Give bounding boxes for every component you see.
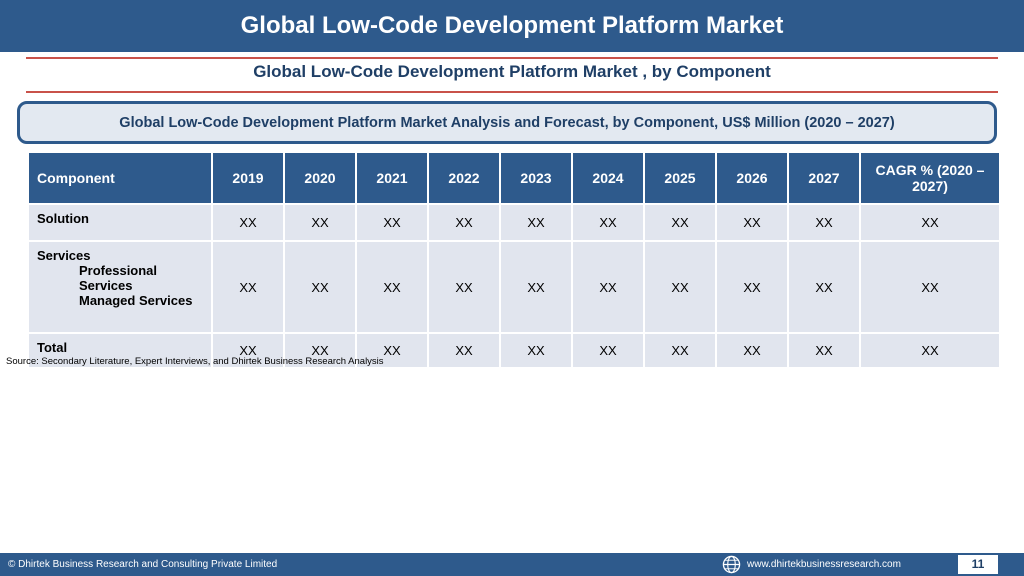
table-cell: XX — [787, 332, 861, 369]
row-label: Solution — [27, 203, 213, 242]
header-year: 2022 — [427, 151, 501, 205]
table-cell: XX — [859, 332, 1001, 369]
table-cell: XX — [571, 203, 645, 242]
table-cell: XX — [355, 332, 429, 369]
table-cell: XX — [571, 240, 645, 334]
table-cell: XX — [499, 240, 573, 334]
header-year: 2023 — [499, 151, 573, 205]
row-sublabel: Managed Services — [79, 293, 193, 308]
header-year: 2019 — [211, 151, 285, 205]
table-cell: XX — [643, 240, 717, 334]
table-cell: XX — [787, 240, 861, 334]
table-row-services: Services Professional Services Managed S… — [27, 240, 1001, 334]
table-cell: XX — [499, 332, 573, 369]
table-cell: XX — [715, 332, 789, 369]
page-number: 11 — [958, 555, 998, 574]
row-label-group: Services Professional Services Managed S… — [27, 240, 213, 334]
header-year: 2025 — [643, 151, 717, 205]
table-cell: XX — [643, 332, 717, 369]
footer-bar: © Dhirtek Business Research and Consulti… — [0, 553, 1024, 576]
table-cell: XX — [859, 203, 1001, 242]
header-bar: Global Low-Code Development Platform Mar… — [0, 0, 1024, 52]
bottom-divider — [26, 91, 998, 93]
table-cell: XX — [211, 240, 285, 334]
table-row-solution: Solution XX XX XX XX XX XX XX XX XX XX — [27, 203, 1001, 242]
table-cell: XX — [211, 332, 285, 369]
table-cell: XX — [499, 203, 573, 242]
table-header-row: Component 2019 2020 2021 2022 2023 2024 … — [27, 151, 1001, 205]
header-year: 2026 — [715, 151, 789, 205]
source-note: Source: Secondary Literature, Expert Int… — [6, 356, 384, 367]
table-cell: XX — [643, 203, 717, 242]
table-cell: XX — [571, 332, 645, 369]
table-cell: XX — [715, 203, 789, 242]
table-cell: XX — [427, 203, 501, 242]
table-caption-banner: Global Low-Code Development Platform Mar… — [17, 101, 997, 144]
header-year: 2021 — [355, 151, 429, 205]
header-year: 2027 — [787, 151, 861, 205]
header-component: Component — [27, 151, 213, 205]
forecast-table: Component 2019 2020 2021 2022 2023 2024 … — [27, 151, 1001, 369]
section-subtitle: Global Low-Code Development Platform Mar… — [253, 62, 771, 81]
table-cell: XX — [283, 332, 357, 369]
header-cagr: CAGR % (2020 – 2027) — [859, 151, 1001, 205]
top-divider — [26, 57, 998, 59]
table-cell: XX — [427, 240, 501, 334]
table-cell: XX — [355, 203, 429, 242]
table-cell: XX — [787, 203, 861, 242]
table-row-total: Total XX XX XX XX XX XX XX XX XX XX — [27, 332, 1001, 369]
table-cell: XX — [283, 203, 357, 242]
table-cell: XX — [211, 203, 285, 242]
website-link[interactable]: www.dhirtekbusinessresearch.com — [747, 559, 901, 570]
table-cell: XX — [859, 240, 1001, 334]
table-cell: XX — [427, 332, 501, 369]
table-cell: XX — [283, 240, 357, 334]
page-title: Global Low-Code Development Platform Mar… — [240, 12, 784, 39]
table-cell: XX — [355, 240, 429, 334]
row-label: Total — [27, 332, 213, 369]
row-sublabel: Professional Services — [79, 263, 158, 293]
row-label: Services — [37, 248, 91, 263]
globe-icon — [722, 555, 741, 574]
header-year: 2020 — [283, 151, 357, 205]
header-year: 2024 — [571, 151, 645, 205]
table-cell: XX — [715, 240, 789, 334]
table-caption: Global Low-Code Development Platform Mar… — [119, 114, 895, 131]
copyright-text: © Dhirtek Business Research and Consulti… — [8, 559, 278, 570]
